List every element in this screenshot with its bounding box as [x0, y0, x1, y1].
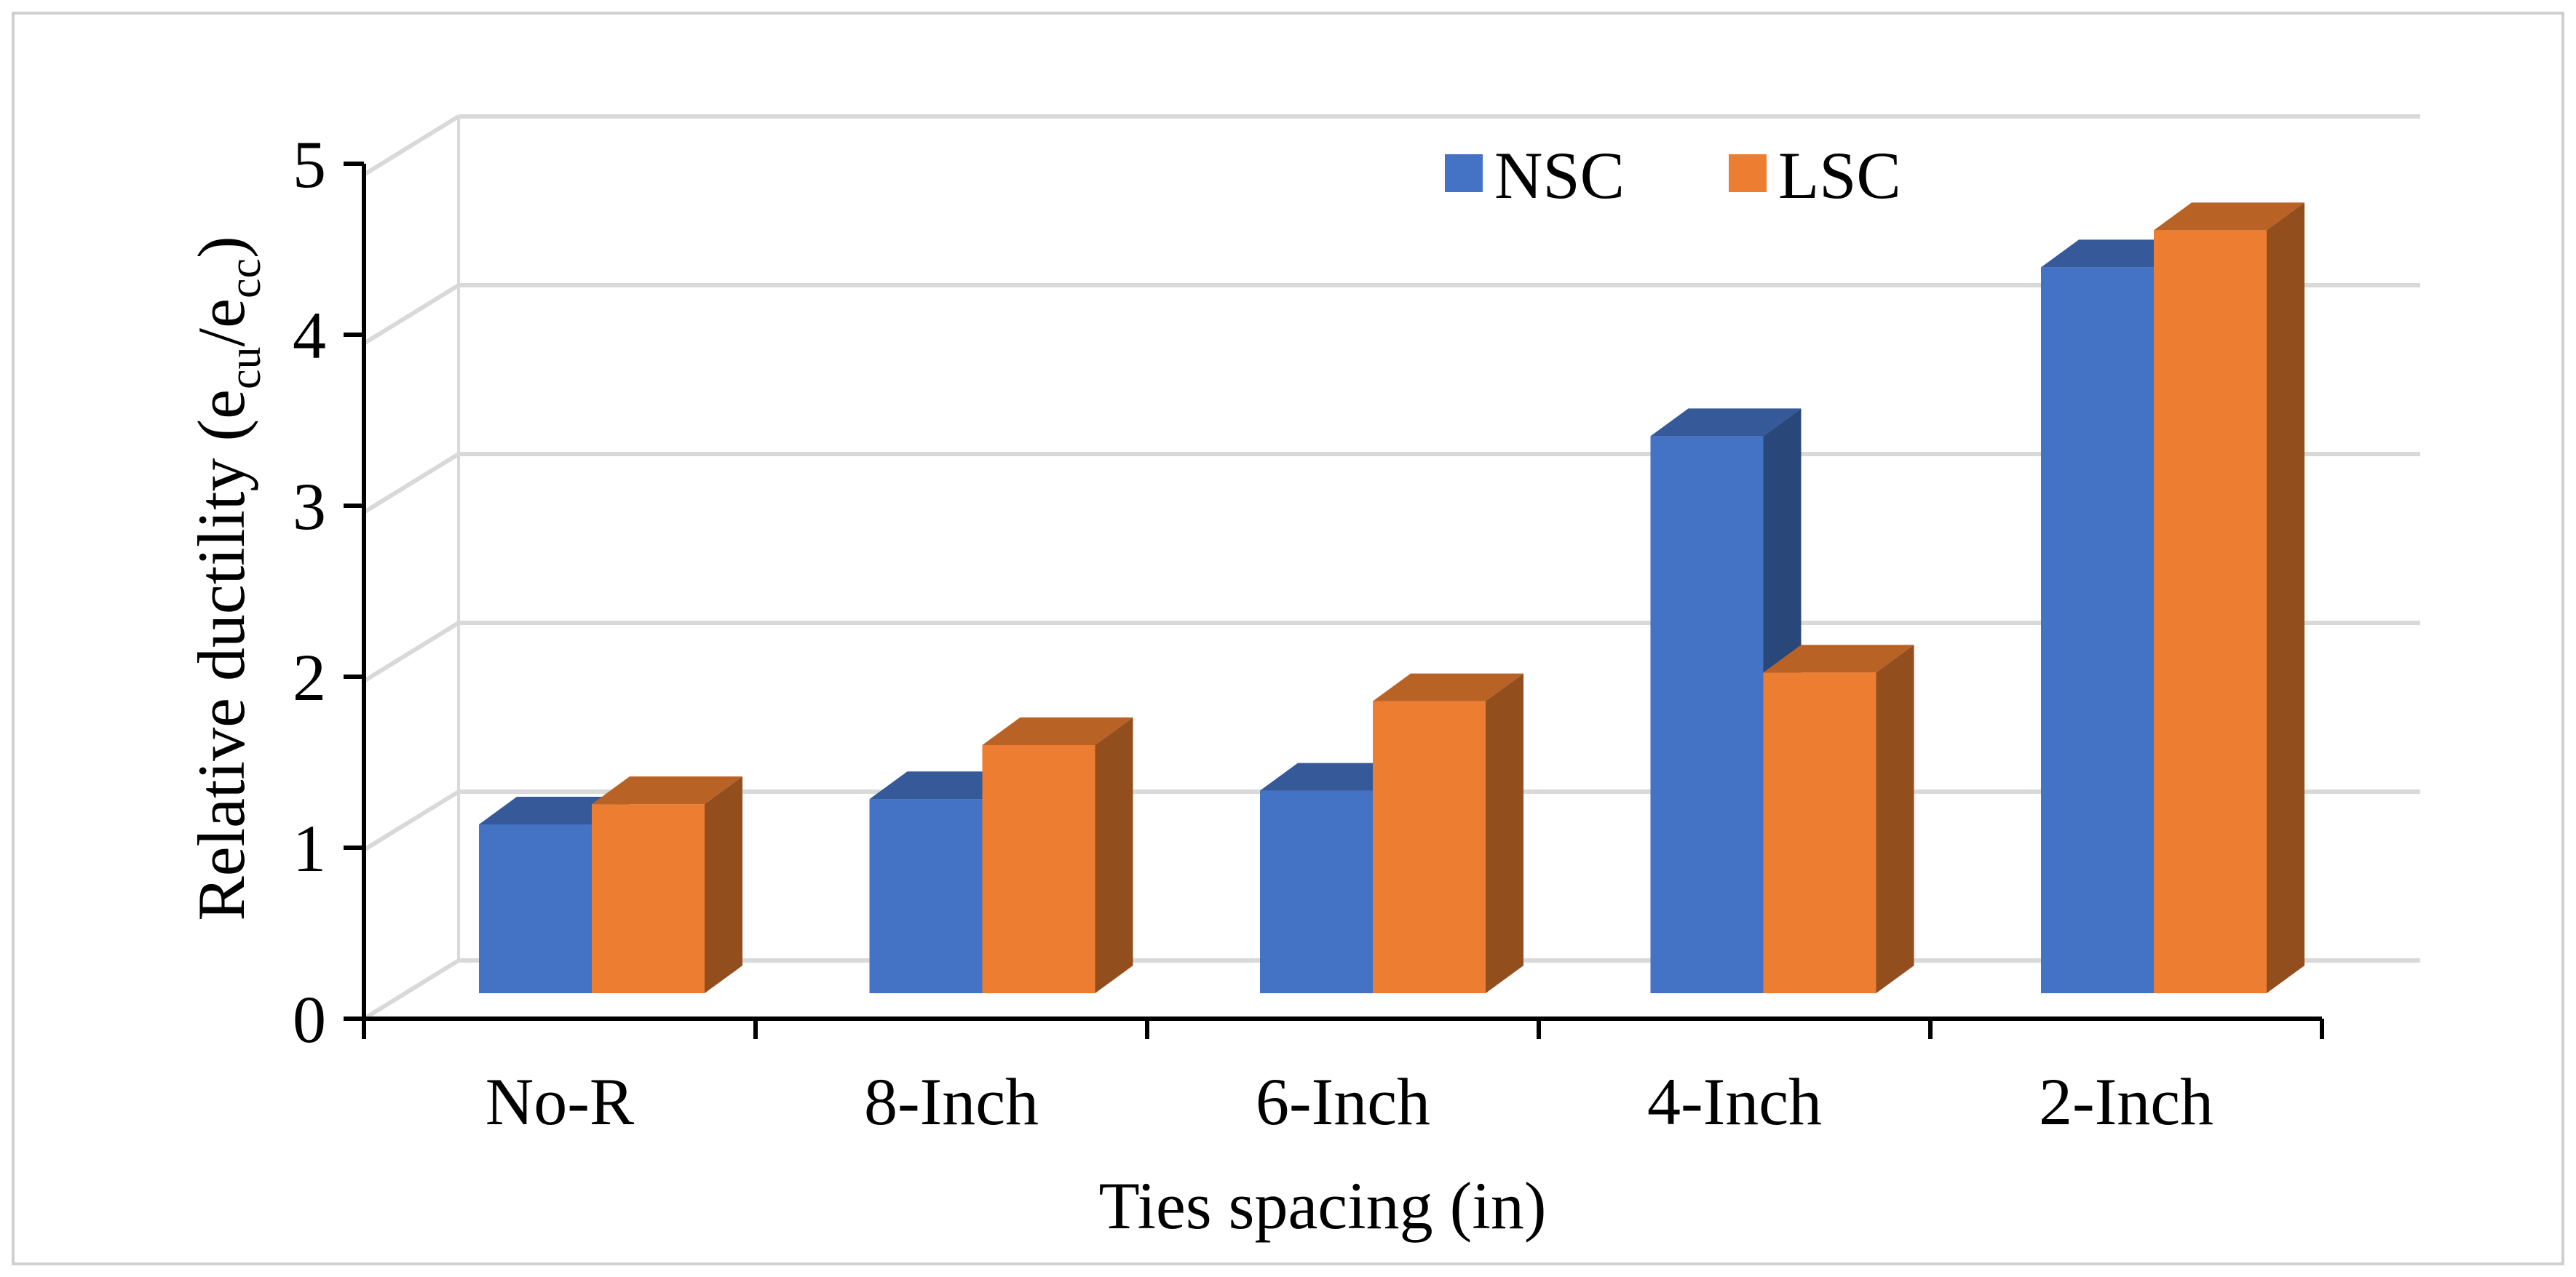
gridline-diagonal-3 [362, 452, 460, 514]
bar-top [982, 717, 1133, 745]
y-tick-label-2: 2 [293, 640, 326, 715]
bar-front [869, 799, 983, 993]
bar-front [1260, 790, 1373, 993]
y-tick-label-1: 1 [293, 811, 326, 886]
bar-front [1373, 701, 1486, 993]
gridline-diagonal-2 [362, 621, 460, 683]
x-axis-label: Ties spacing (in) [1098, 1169, 1546, 1243]
legend-label-lsc: LSC [1778, 138, 1901, 212]
bar-front [1650, 436, 1764, 993]
gridline-diagonal-5 [362, 114, 460, 177]
bars [479, 202, 2304, 993]
y-tick-label-3: 3 [293, 469, 326, 544]
gridline-diagonal-4 [362, 283, 460, 346]
x-tick-label-0: No-R [486, 1065, 635, 1139]
y-tick-label-5: 5 [293, 127, 326, 202]
bar-side [2267, 202, 2304, 993]
x-tick-label-4: 2-Inch [2039, 1065, 2214, 1139]
gridline-diagonal-0 [362, 958, 460, 1021]
bar-lsc-no-r [592, 776, 742, 993]
y-axis-label: Relative ductility (ecu/ecc) [184, 236, 270, 920]
bar-side [705, 776, 742, 993]
bar-front [479, 824, 592, 993]
bar-top [1763, 645, 1914, 673]
bar-side [1876, 645, 1914, 993]
bar-side [1095, 717, 1133, 993]
x-tick-label-1: 8-Inch [864, 1065, 1039, 1139]
legend-swatch-lsc [1729, 154, 1767, 192]
bar-top [2154, 202, 2304, 231]
bar-front [2154, 230, 2267, 993]
bar-lsc-4-inch [1763, 645, 1914, 993]
legend-label-nsc: NSC [1494, 138, 1625, 212]
bar-front [2041, 267, 2154, 993]
bar-lsc-2-inch [2154, 202, 2304, 993]
bar-lsc-6-inch [1373, 673, 1523, 993]
x-tick-label-2: 6-Inch [1256, 1065, 1430, 1139]
gridline-diagonal-1 [362, 789, 460, 852]
bar-top [1373, 673, 1523, 701]
bar-lsc-8-inch [982, 717, 1133, 993]
bar-front [592, 804, 705, 993]
x-tick-label-3: 4-Inch [1647, 1065, 1822, 1139]
legend: NSC LSC [1445, 138, 1901, 212]
bar-top [1650, 408, 1802, 437]
legend-swatch-nsc [1445, 154, 1483, 192]
y-tick-label-4: 4 [293, 298, 326, 373]
bar-front [1763, 672, 1876, 993]
axes: 0 1 2 3 4 5 No-R 8-Inch 6-Inch 4-Inch 2-Inch [293, 127, 2324, 1139]
bar-top [592, 776, 742, 805]
y-tick-label-0: 0 [293, 982, 326, 1057]
bar-front [982, 744, 1095, 993]
bar-side [1486, 673, 1523, 993]
